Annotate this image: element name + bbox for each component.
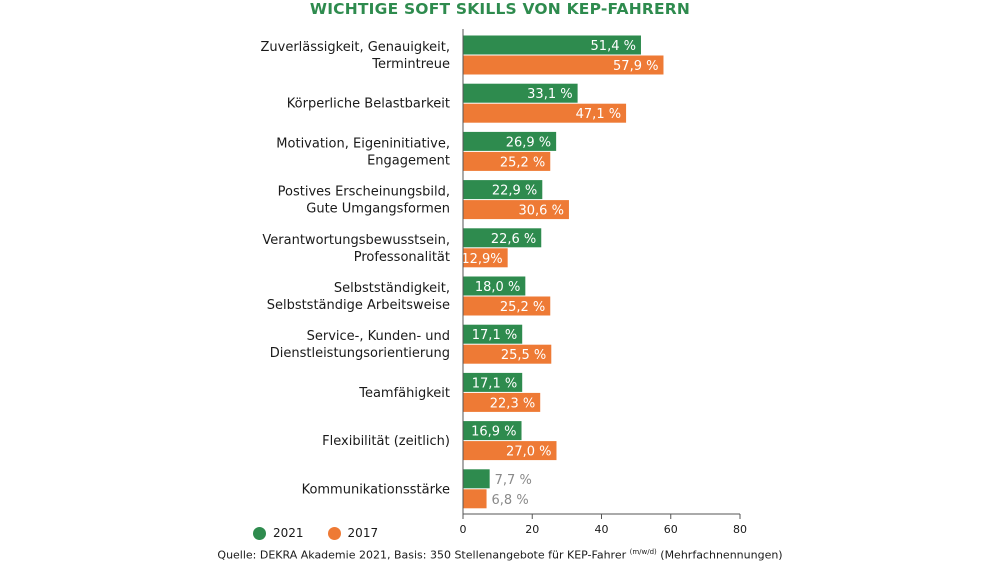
legend-item-2017: 2017 (327, 526, 379, 540)
category-label-line: Kommunikationsstärke (302, 482, 450, 497)
bar-2017 (463, 296, 551, 316)
x-tick-label: 80 (733, 523, 747, 536)
data-label-2017: 30,6 % (519, 204, 564, 219)
bar-2021 (463, 469, 490, 489)
data-label-2017: 22,3 % (490, 396, 535, 411)
category-label: Teamfähigkeit (358, 386, 450, 401)
category-label-line: Selbstständigkeit, (334, 281, 450, 296)
data-label-2021: 17,1 % (472, 328, 517, 343)
bar-2021 (463, 276, 526, 296)
legend-label-2017: 2017 (347, 526, 379, 540)
bar-2021 (463, 324, 523, 344)
bar-2017 (463, 248, 508, 268)
bar-2017 (463, 344, 552, 364)
category-label-line: Dienstleistungsorientierung (270, 346, 450, 361)
bar-2017 (463, 392, 541, 412)
data-label-2021: 33,1 % (527, 87, 572, 102)
source-note: Quelle: DEKRA Akademie 2021, Basis: 350 … (0, 548, 1000, 562)
bar-2017 (463, 441, 557, 461)
data-label-2017: 27,0 % (506, 445, 551, 460)
bar-2017 (463, 489, 487, 509)
source-suffix: (Mehrfachnennungen) (656, 548, 783, 562)
category-label-line: Termintreue (371, 57, 450, 72)
x-tick-label: 60 (664, 523, 678, 536)
data-label-2017: 25,2 % (500, 300, 545, 315)
bar-2017 (463, 55, 664, 75)
category-label: Kommunikationsstärke (302, 482, 450, 497)
data-label-2021: 22,9 % (492, 184, 537, 199)
data-label-2017: 6,8 % (492, 493, 529, 508)
x-tick-label: 40 (595, 523, 609, 536)
category-label: Zuverlässigkeit, Genauigkeit, Termintreue (261, 40, 451, 72)
source-text: Quelle: DEKRA Akademie 2021, Basis: 350 … (217, 548, 627, 562)
data-label-2017: 12,9% (461, 252, 502, 267)
source-superscript: (m/w/d) (629, 548, 657, 556)
category-label-line: Flexibilität (zeitlich) (322, 434, 450, 449)
data-label-2021: 22,6 % (491, 232, 536, 247)
data-label-2017: 47,1 % (576, 107, 621, 122)
category-label-line: Professonalität (354, 250, 450, 265)
category-label-line: Motivation, Eigeninitiative, (276, 136, 450, 151)
chart-title: WICHTIGE SOFT SKILLS VON KEP-FAHRERN (309, 0, 691, 18)
category-label-line: Postives Erscheinungsbild, (278, 185, 450, 200)
data-label-2021: 16,9 % (471, 425, 516, 440)
x-tick-label: 0 (460, 523, 467, 536)
category-label: Postives Erscheinungsbild, Gute Umgangsfo… (278, 185, 450, 217)
category-label-line: Verantwortungsbewusstsein, (262, 233, 450, 248)
data-label-2017: 57,9 % (613, 59, 658, 74)
category-label-line: Engagement (367, 153, 450, 168)
legend-item-2021: 2021 (253, 526, 304, 540)
bar-2021 (463, 228, 542, 248)
legend-swatch-2021 (253, 526, 266, 540)
category-label: Verantwortungsbewusstsein, Professonalitä… (262, 233, 450, 265)
bar-2021 (463, 131, 557, 151)
data-label-2021: 17,1 % (472, 376, 517, 391)
bar-2021 (463, 421, 522, 441)
data-label-2017: 25,5 % (501, 348, 546, 363)
bar-2021 (463, 83, 578, 103)
bar-2021 (463, 372, 523, 392)
data-label-2017: 25,2 % (500, 155, 545, 170)
bar-2017 (463, 200, 569, 220)
category-label: Service-, Kunden- und Dienstleistungsorie… (270, 329, 450, 361)
category-label: Körperliche Belastbarkeit (287, 97, 450, 112)
bar-2017 (463, 103, 627, 123)
data-label-2021: 7,7 % (495, 473, 532, 488)
data-label-2021: 26,9 % (506, 135, 551, 150)
category-label-line: Zuverlässigkeit, Genauigkeit, (261, 40, 451, 55)
category-label-line: Teamfähigkeit (358, 386, 450, 401)
legend-swatch-2017 (327, 526, 341, 540)
legend-label-2021: 2021 (273, 526, 304, 540)
category-label-line: Gute Umgangsformen (306, 202, 450, 217)
legend: 2021 2017 (253, 526, 402, 540)
data-label-2021: 18,0 % (475, 280, 520, 295)
bar-2021 (463, 35, 641, 55)
category-label-line: Selbstständige Arbeitsweise (267, 298, 450, 313)
data-label-2021: 51,4 % (591, 39, 636, 54)
category-label: Flexibilität (zeitlich) (322, 434, 450, 449)
category-label: Selbstständigkeit, Selbstständige Arbeits… (267, 281, 450, 313)
category-label: Motivation, Eigeninitiative, Engagement (276, 136, 450, 168)
category-label-line: Körperliche Belastbarkeit (287, 97, 450, 112)
bar-2017 (463, 151, 551, 171)
bar-2021 (463, 180, 543, 200)
x-tick-label: 20 (525, 523, 539, 536)
category-label-line: Service-, Kunden- und (307, 329, 450, 344)
